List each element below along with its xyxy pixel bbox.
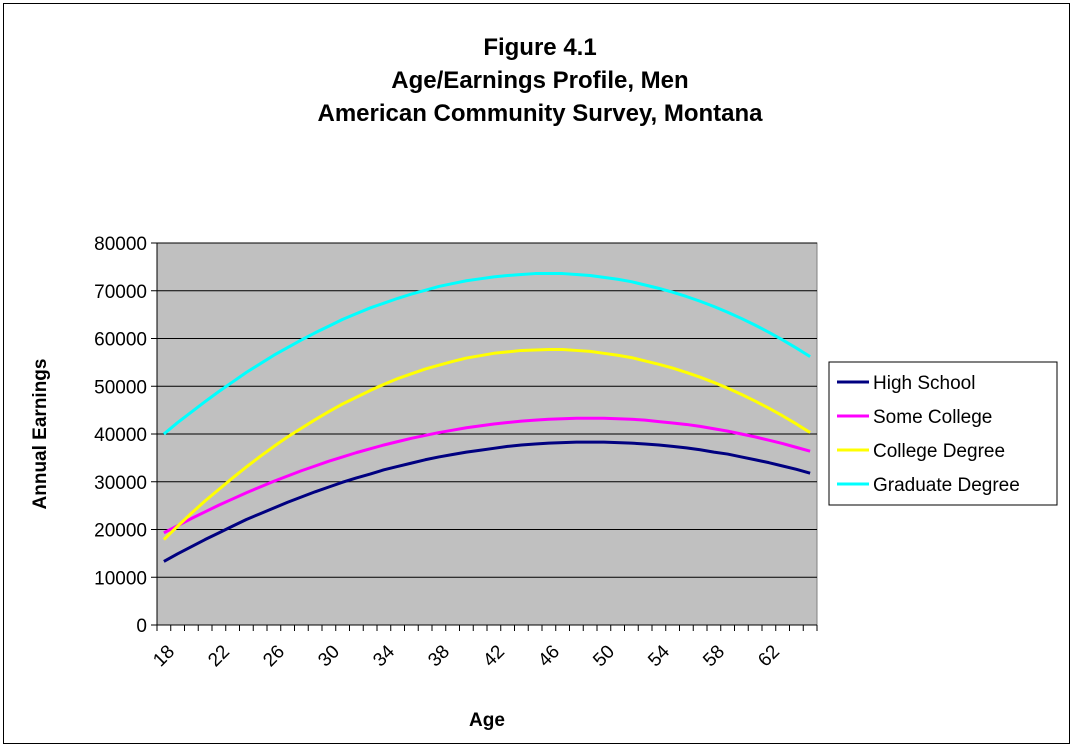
legend-label: College Degree — [873, 441, 1005, 462]
y-tick-label: 30000 — [94, 473, 147, 494]
series-line — [162, 347, 811, 541]
y-tick-label: 70000 — [94, 282, 147, 303]
y-tick-label: 40000 — [94, 425, 147, 446]
y-tick-label: 0 — [136, 616, 147, 637]
legend-label: Some College — [873, 407, 992, 428]
legend-box — [828, 361, 1058, 506]
y-tick-label: 50000 — [94, 377, 147, 398]
y-tick-label: 10000 — [94, 568, 147, 589]
y-axis-label: Annual Earnings — [30, 359, 51, 510]
x-axis-label: Age — [469, 710, 505, 731]
legend-label: High School — [873, 373, 975, 394]
chart-title: Age/Earnings Profile, Men — [391, 67, 688, 94]
y-tick-label: 60000 — [94, 330, 147, 351]
series-line — [162, 272, 811, 436]
legend-label: Graduate Degree — [873, 475, 1020, 496]
chart-title: Figure 4.1 — [483, 34, 596, 61]
y-tick-label: 80000 — [94, 234, 147, 255]
chart-title: American Community Survey, Montana — [318, 100, 764, 127]
series-line — [163, 416, 811, 535]
y-tick-label: 20000 — [94, 521, 147, 542]
series-line — [163, 440, 811, 563]
